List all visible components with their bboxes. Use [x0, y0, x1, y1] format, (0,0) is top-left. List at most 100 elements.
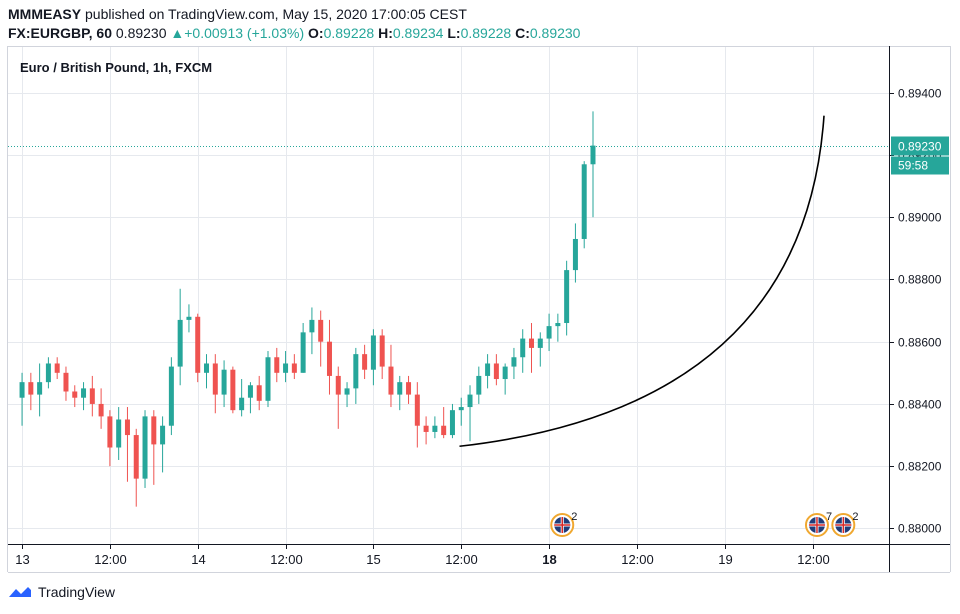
- candle-body: [572, 238, 578, 271]
- candle-up: [344, 382, 350, 408]
- x-tick-label: 12:00: [621, 552, 654, 567]
- high-value: 0.89234: [392, 25, 444, 41]
- candle-up: [432, 416, 438, 439]
- candle-up: [555, 313, 561, 342]
- candle-down: [362, 344, 368, 380]
- candle-up: [520, 329, 526, 373]
- event-count: 7: [826, 511, 832, 523]
- arc-curve: [459, 115, 825, 448]
- arc-annotation[interactable]: [459, 115, 825, 448]
- candle-up: [283, 351, 289, 383]
- candle-up: [142, 410, 148, 488]
- candle-up: [458, 397, 464, 426]
- symbol-info: FX:EURGBP, 60 0.89230 ▲+0.00913 (+1.03%)…: [8, 25, 580, 41]
- candle-down: [493, 354, 499, 386]
- candle-up: [265, 351, 271, 408]
- flag-cross-red: [835, 517, 852, 533]
- candle-up: [247, 382, 253, 414]
- candle-down: [133, 428, 139, 507]
- candle-body: [19, 382, 25, 398]
- candle-body: [28, 382, 34, 395]
- x-axis: 13 12:00 14 12:00 15 12:00 18 12:00 19 12:00: [15, 544, 830, 567]
- candle-body: [564, 270, 570, 324]
- candle-body: [72, 391, 78, 398]
- candle-down: [54, 357, 60, 380]
- x-tick-label: 18: [542, 552, 556, 567]
- candle-body: [309, 319, 315, 333]
- publish-info: MMMEASY published on TradingView.com, Ma…: [8, 6, 467, 22]
- x-tick-label: 15: [366, 552, 380, 567]
- candle-down: [72, 385, 78, 408]
- x-tick-label: 12:00: [270, 552, 303, 567]
- candle-down: [28, 372, 34, 411]
- low-label: L:: [447, 25, 461, 41]
- candle-up: [511, 347, 517, 380]
- chart-frame: [7, 46, 951, 573]
- candle-body: [256, 385, 262, 401]
- candle-body: [441, 425, 447, 436]
- candle-body: [204, 363, 210, 373]
- candle-down: [529, 323, 535, 373]
- candle-body: [81, 388, 87, 398]
- author-name[interactable]: MMMEASY: [8, 6, 82, 22]
- candle-body: [133, 435, 139, 479]
- candle-body: [590, 145, 596, 165]
- candle-up: [239, 379, 245, 417]
- y-tick-label: 0.88400: [898, 398, 942, 412]
- candle-body: [168, 366, 174, 426]
- candle-down: [441, 407, 447, 439]
- candle-body: [423, 425, 429, 432]
- candle-body: [124, 419, 130, 436]
- candle-body: [370, 335, 376, 370]
- candle-body: [520, 338, 526, 358]
- last-price: 0.89230: [115, 25, 167, 41]
- candle-up: [476, 366, 482, 404]
- candle-down: [230, 366, 236, 414]
- event-flag-icon[interactable]: 2: [831, 511, 858, 537]
- candle-body: [318, 319, 324, 342]
- candle-body: [142, 416, 148, 479]
- candle-up: [397, 375, 403, 411]
- brand-name: TradingView: [38, 584, 116, 600]
- candle-up: [467, 385, 473, 442]
- candle-down: [291, 354, 297, 380]
- event-flag-icon[interactable]: 2: [550, 511, 577, 537]
- x-tick-label: 19: [718, 552, 732, 567]
- chart-grid: [8, 46, 889, 544]
- event-markers[interactable]: 2 7 2: [550, 511, 858, 537]
- candle-body: [379, 335, 385, 367]
- candle-body: [160, 425, 166, 445]
- candle-body: [493, 363, 499, 380]
- candle-up: [116, 407, 122, 460]
- x-tick-label: 12:00: [797, 552, 830, 567]
- y-tick-label: 0.88000: [898, 522, 942, 536]
- candle-body: [212, 363, 218, 395]
- x-tick-label: 13: [15, 552, 29, 567]
- candle-down: [326, 319, 332, 395]
- y-tick-label: 0.88600: [898, 336, 942, 350]
- chart-title: Euro / British Pound, 1h, FXCM: [20, 60, 212, 75]
- candle-up: [19, 372, 25, 426]
- candle-body: [221, 369, 227, 395]
- symbol-label[interactable]: FX:EURGBP, 60: [8, 25, 112, 41]
- x-tick-label: 14: [191, 552, 205, 567]
- candle-up: [37, 363, 43, 417]
- candle-up: [160, 416, 166, 473]
- tradingview-brand[interactable]: TradingView: [8, 584, 115, 600]
- candle-body: [388, 366, 394, 395]
- candle-up: [186, 304, 192, 333]
- price-tag-bg: [891, 136, 949, 156]
- x-tick-label: 12:00: [445, 552, 478, 567]
- event-flag-icon[interactable]: 7: [804, 511, 832, 537]
- candle-body: [265, 357, 271, 401]
- candle-down: [256, 375, 262, 411]
- candle-body: [98, 403, 104, 417]
- candle-body: [186, 316, 192, 320]
- candle-up: [572, 223, 578, 283]
- countdown-bg: [891, 156, 949, 175]
- candle-body: [239, 397, 245, 411]
- candle-body: [274, 357, 280, 373]
- candle-body: [414, 394, 420, 426]
- candle-body: [344, 388, 350, 395]
